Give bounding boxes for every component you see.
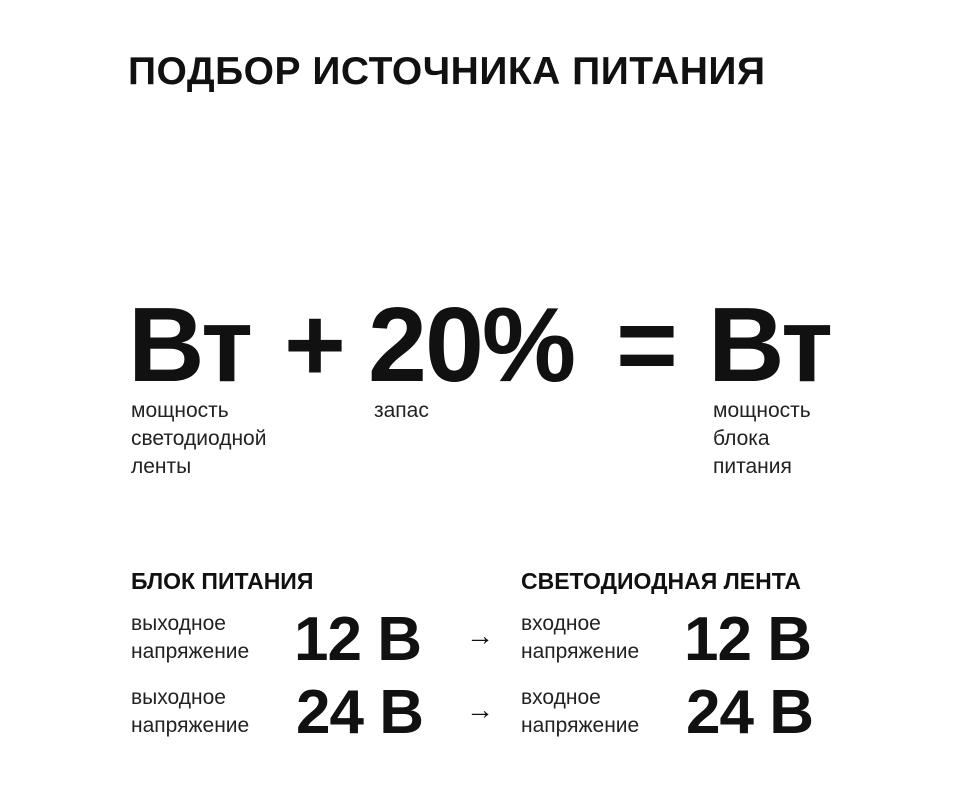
reserve-label: запас [374, 397, 429, 425]
psu-row-1-value: 12 В [294, 605, 422, 674]
psu-power-label: мощность блока питания [713, 397, 811, 481]
strip-row-2-label: входное напряжение [521, 684, 639, 740]
formula-equals: = [616, 286, 678, 404]
label-line: мощность [131, 399, 229, 422]
strip-row-1-value: 12 В [684, 605, 812, 674]
label-line: блока [713, 427, 770, 450]
strip-header: СВЕТОДИОДНАЯ ЛЕНТА [521, 568, 801, 594]
label-line: мощность [713, 399, 811, 422]
psu-header: БЛОК ПИТАНИЯ [131, 568, 314, 594]
label-line: выходное [131, 612, 226, 635]
arrow-right-icon: → [466, 620, 494, 651]
label-line: питания [713, 455, 792, 478]
psu-row-2-value: 24 В [296, 678, 424, 747]
label-line: запас [374, 399, 429, 422]
label-line: напряжение [521, 714, 640, 737]
label-line: входное [521, 612, 601, 635]
label-line: светодиодной [131, 427, 267, 450]
label-line: выходное [131, 686, 226, 709]
arrow-right-icon: → [466, 694, 494, 725]
formula-result: Вт [708, 286, 833, 404]
formula-term-strip-power: Вт [128, 286, 253, 404]
psu-row-2-label: выходное напряжение [131, 684, 249, 740]
label-line: напряжение [131, 640, 250, 663]
label-line: ленты [131, 455, 192, 478]
psu-row-1-label: выходное напряжение [131, 610, 249, 666]
strip-power-label: мощность светодиодной ленты [131, 397, 266, 481]
strip-row-1-label: входное напряжение [521, 610, 639, 666]
formula-plus: + [284, 286, 346, 404]
label-line: входное [521, 686, 601, 709]
label-line: напряжение [521, 640, 640, 663]
label-line: напряжение [131, 714, 250, 737]
formula-term-reserve: 20% [368, 286, 576, 404]
strip-row-2-value: 24 В [686, 678, 814, 747]
page-title: ПОДБОР ИСТОЧНИКА ПИТАНИЯ [128, 50, 766, 93]
